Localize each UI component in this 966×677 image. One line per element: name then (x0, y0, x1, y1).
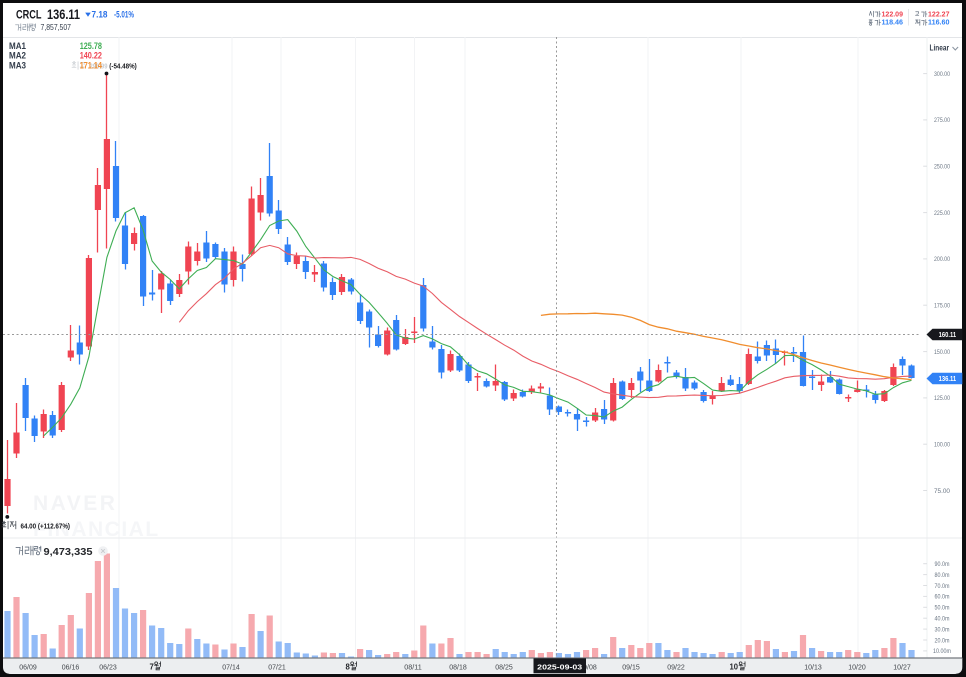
svg-text:06/16: 06/16 (62, 662, 80, 671)
svg-text:08/18: 08/18 (449, 662, 467, 671)
svg-text:225.00: 225.00 (934, 210, 950, 217)
svg-text:8: 8 (346, 662, 351, 671)
svg-text:80.0m: 80.0m (935, 572, 950, 579)
svg-text:09/08: 09/08 (579, 662, 597, 671)
svg-text:30.0m: 30.0m (935, 626, 950, 633)
svg-text:50.0m: 50.0m (935, 605, 950, 612)
svg-text:(-54.48%): (-54.48%) (109, 61, 137, 70)
svg-text:06/09: 06/09 (19, 662, 37, 671)
svg-text:40.0m: 40.0m (935, 616, 950, 623)
svg-text:125.78: 125.78 (80, 41, 102, 51)
svg-text:09/22: 09/22 (667, 662, 685, 671)
svg-text:10/20: 10/20 (848, 662, 866, 671)
svg-text:175.00: 175.00 (934, 303, 950, 310)
svg-text:20.0m: 20.0m (935, 637, 950, 644)
svg-text:08/11: 08/11 (404, 662, 422, 671)
svg-text:64.00 (+112.67%): 64.00 (+112.67%) (21, 521, 71, 530)
svg-text:07/21: 07/21 (268, 662, 286, 671)
svg-text:10/13: 10/13 (804, 662, 822, 671)
svg-text:9,473,335: 9,473,335 (44, 547, 93, 558)
svg-text:125.00: 125.00 (934, 395, 950, 402)
svg-text:Linear: Linear (930, 44, 950, 53)
svg-text:136.11: 136.11 (939, 374, 957, 383)
svg-text:118.46: 118.46 (882, 20, 904, 27)
svg-text:122.27: 122.27 (928, 11, 950, 18)
svg-text:10: 10 (730, 662, 739, 671)
svg-text:75.00: 75.00 (934, 488, 950, 495)
svg-text:08/25: 08/25 (495, 662, 513, 671)
svg-text:100.00: 100.00 (934, 442, 950, 449)
svg-text:250.00: 250.00 (934, 164, 950, 171)
svg-text:136.11: 136.11 (47, 7, 80, 22)
svg-text:CRCL: CRCL (16, 8, 42, 22)
svg-text:06/23: 06/23 (99, 662, 117, 671)
svg-text:NAVER: NAVER (33, 492, 117, 515)
svg-text:275.00: 275.00 (934, 117, 950, 124)
svg-text:7: 7 (150, 662, 154, 671)
svg-text:MA3: MA3 (9, 60, 26, 70)
svg-text:10.00m: 10.00m (933, 648, 951, 655)
svg-text:116.60: 116.60 (928, 20, 950, 27)
svg-text:10/27: 10/27 (893, 662, 911, 671)
svg-text:7,857,507: 7,857,507 (41, 23, 72, 32)
svg-text:07/14: 07/14 (222, 662, 240, 671)
svg-text:122.09: 122.09 (882, 11, 904, 18)
svg-text:2025-09-03: 2025-09-03 (537, 662, 582, 671)
svg-text:MA1: MA1 (9, 41, 26, 51)
svg-text:FINANCIAL: FINANCIAL (33, 518, 160, 541)
svg-text:200.00: 200.00 (934, 256, 950, 263)
svg-text:300.00: 300.00 (934, 71, 950, 78)
svg-text:MA2: MA2 (9, 51, 26, 61)
svg-text:160.11: 160.11 (939, 330, 957, 339)
svg-text:171.14: 171.14 (80, 60, 102, 70)
svg-text:60.0m: 60.0m (935, 594, 950, 601)
svg-text:70.0m: 70.0m (935, 583, 950, 590)
svg-text:140.22: 140.22 (80, 51, 102, 61)
svg-text:09/15: 09/15 (622, 662, 640, 671)
svg-text:-5.01%: -5.01% (114, 9, 134, 20)
svg-text:298.99: 298.99 (90, 61, 108, 70)
svg-text:7.18: 7.18 (92, 9, 108, 20)
svg-text:150.00: 150.00 (934, 349, 950, 356)
svg-text:90.0m: 90.0m (935, 561, 950, 568)
